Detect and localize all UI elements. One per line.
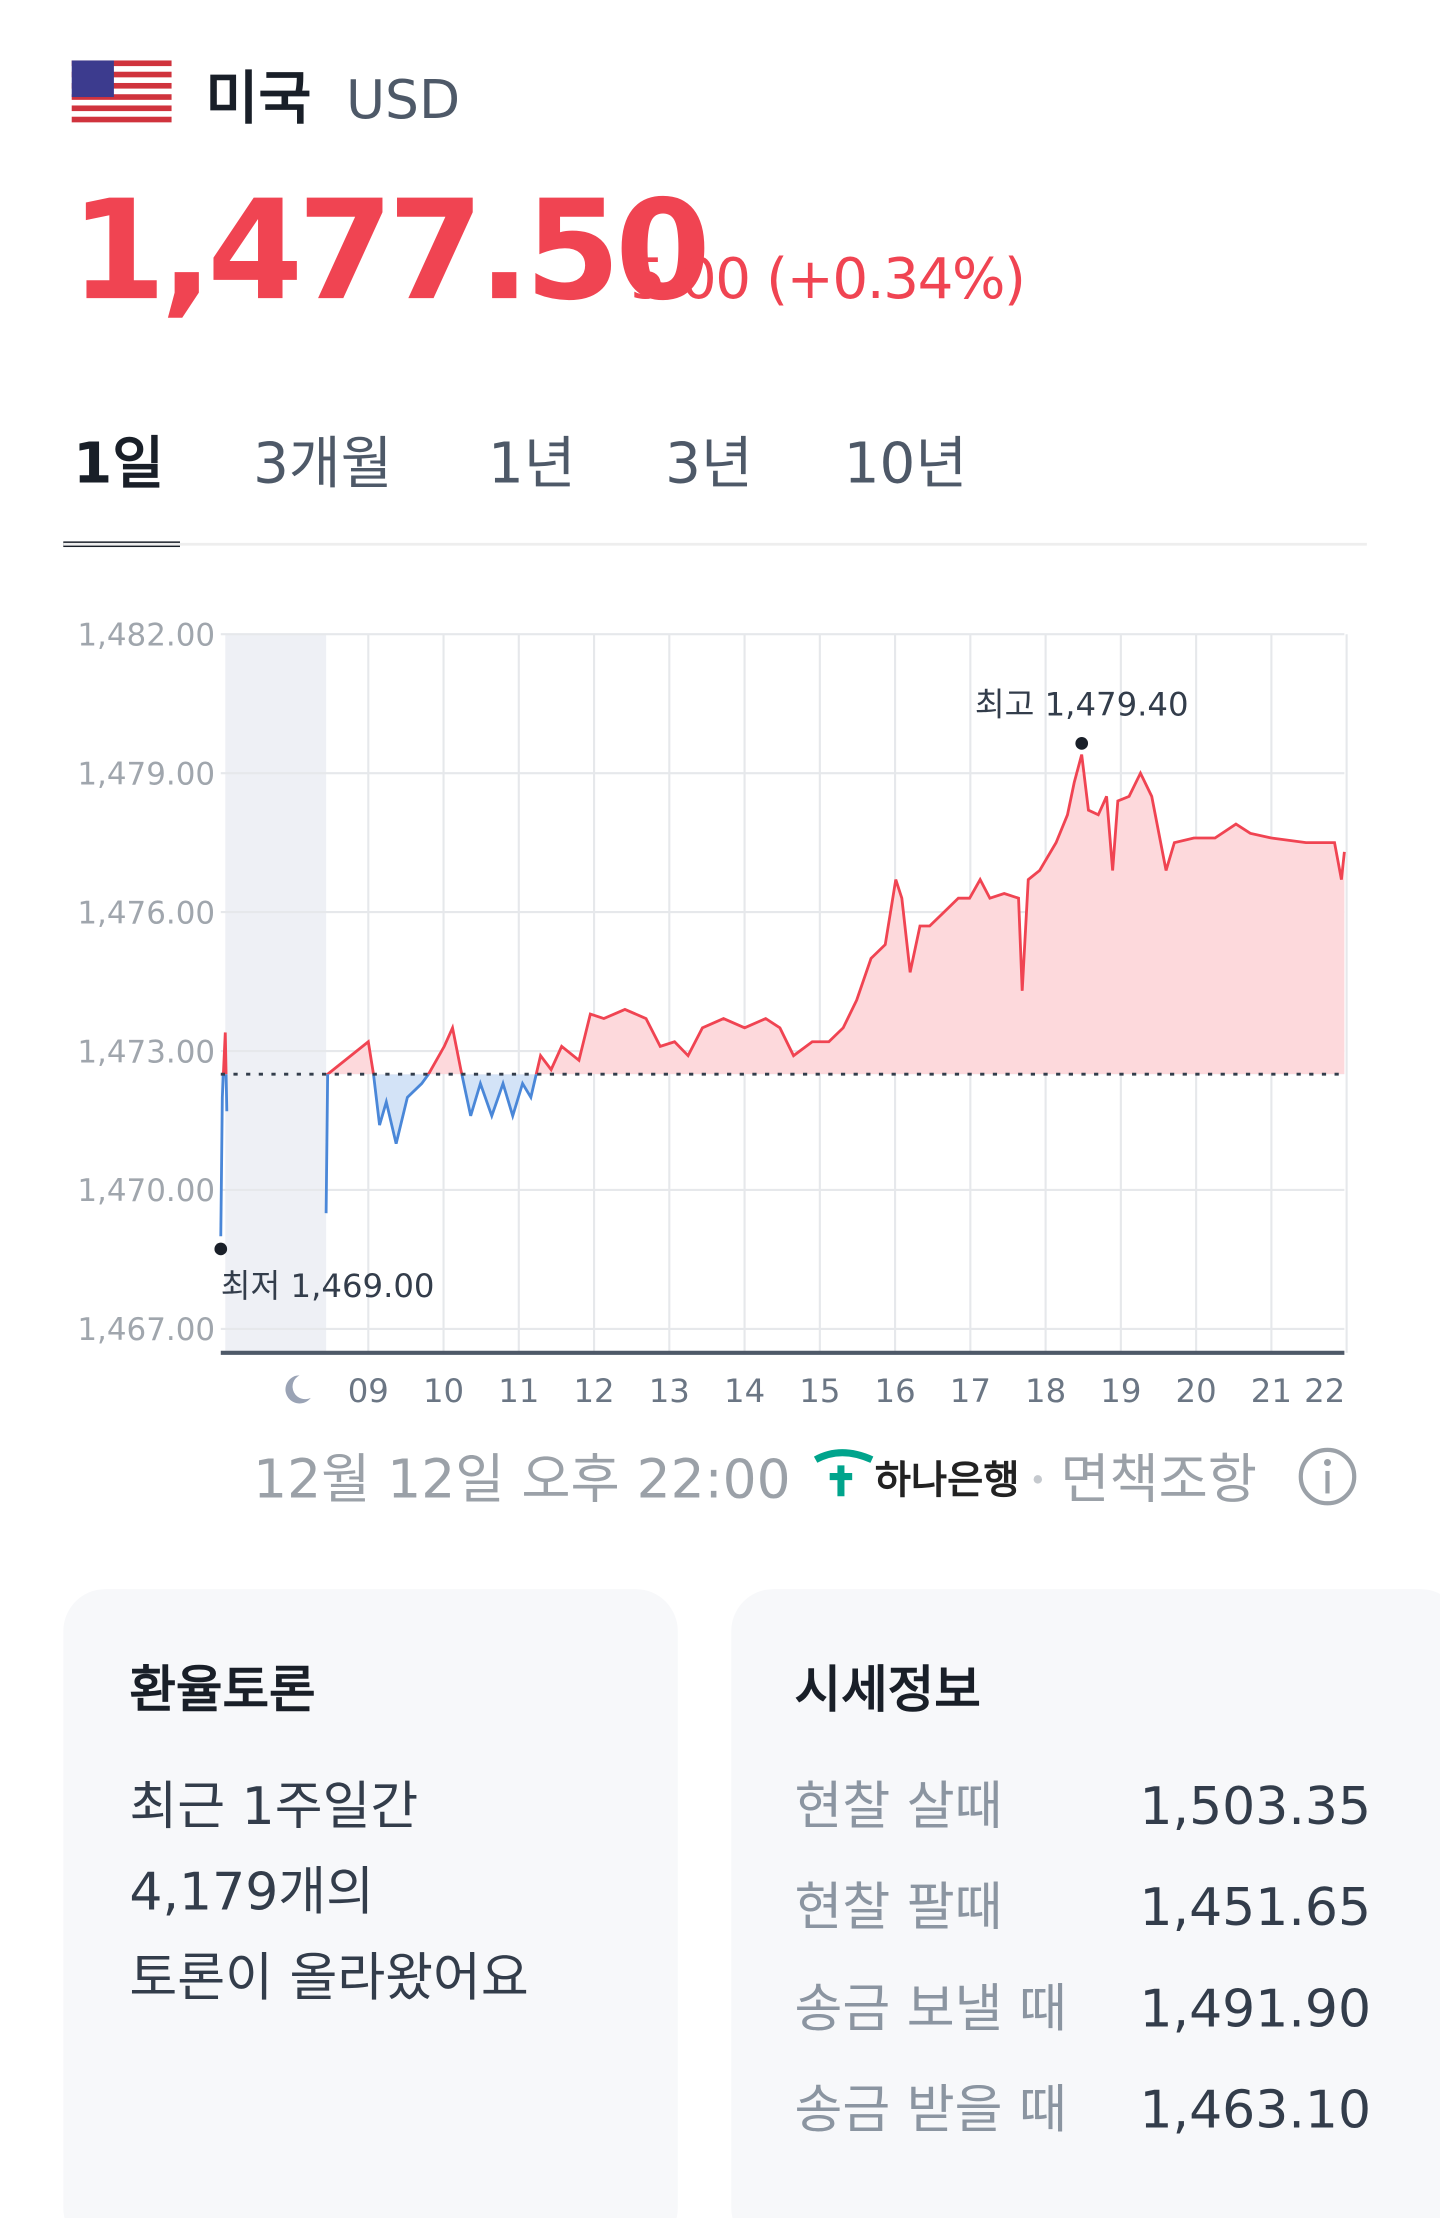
- rate-label: 현찰 살때: [795, 1777, 1003, 1837]
- x-tick-label: 18: [1025, 1372, 1066, 1410]
- y-tick-label: 1,467.00: [77, 1312, 215, 1348]
- x-tick-label: 19: [1100, 1372, 1141, 1410]
- tab[interactable]: 3개월: [253, 431, 392, 496]
- card-title: 시세정보: [795, 1660, 981, 1719]
- rates-table: 현찰 살때 1,503.35 현찰 팔때 1,451.65 송금 보낼 때 1,491.9…: [795, 1777, 1372, 2141]
- timestamp: 12월 12일 오후 22:00: [253, 1448, 790, 1511]
- x-tick-label: 11: [498, 1372, 539, 1410]
- rate-value: 1,451.65: [1139, 1878, 1371, 1938]
- y-tick-label: 1,473.00: [77, 1034, 215, 1070]
- extreme-label: 최저 1,469.00: [221, 1267, 435, 1305]
- rate-label: 현찰 팔때: [795, 1878, 1003, 1938]
- country: 미국: [205, 64, 311, 132]
- tab[interactable]: 10년: [844, 431, 967, 496]
- night-band: [225, 634, 327, 1353]
- x-tick-label: 21: [1251, 1372, 1292, 1410]
- us-flag: [71, 60, 172, 128]
- rate-value: 1,503.35: [1139, 1777, 1371, 1837]
- night-icon: [285, 1375, 311, 1404]
- tab[interactable]: 1일: [73, 431, 164, 496]
- tab[interactable]: 3년: [665, 431, 753, 496]
- period-tabs: 1일 3개월 1년 3년 10년: [63, 431, 967, 548]
- y-tick-label: 1,470.00: [77, 1173, 215, 1209]
- x-tick-label: 13: [649, 1372, 690, 1410]
- rate-value: 1,463.10: [1139, 2081, 1371, 2141]
- x-tick-label: 20: [1176, 1372, 1217, 1410]
- y-tick-label: 1,482.00: [77, 617, 215, 653]
- x-tick-label: 16: [875, 1372, 916, 1410]
- x-tick-label: 22: [1304, 1372, 1345, 1410]
- x-tick-label: 12: [573, 1372, 614, 1410]
- rate-label: 송금 받을 때: [795, 2081, 1067, 2141]
- bank-logo: [813, 1449, 874, 1497]
- line-below: [219, 1074, 538, 1237]
- up-arrow: [587, 258, 605, 276]
- rate-value: 1,491.90: [1139, 1979, 1371, 2039]
- bank-name: 하나은행: [875, 1457, 1020, 1503]
- info-icon[interactable]: [1298, 1447, 1357, 1506]
- x-tick-label: 15: [799, 1372, 840, 1410]
- x-tick-label: 09: [348, 1372, 389, 1410]
- discussion-line: 최근 1주일간: [129, 1777, 418, 1837]
- extreme-label: 최고 1,479.40: [975, 685, 1189, 723]
- currency: USD: [346, 68, 460, 131]
- y-tick-label: 1,479.00: [77, 756, 215, 792]
- tab[interactable]: 1년: [488, 431, 576, 496]
- card-title: 환율토론: [129, 1660, 315, 1719]
- y-tick-label: 1,476.00: [77, 895, 215, 931]
- extreme-dot: [214, 1242, 228, 1256]
- discussion-line: 토론이 올라왔어요: [129, 1948, 528, 2008]
- chart: 1,482.00 1,479.00 1,476.00 1,473.00 1,470.00…: [77, 617, 1348, 1410]
- price: 1,477.50: [70, 170, 705, 331]
- x-tick-label: 10: [423, 1372, 464, 1410]
- area-above: [223, 754, 1345, 1075]
- separator-dot: [1033, 1475, 1043, 1484]
- line-above: [221, 754, 1346, 1075]
- disclaimer[interactable]: 면책조항: [1060, 1448, 1257, 1511]
- discussion-line: 4,179개의: [129, 1863, 374, 1923]
- x-tick-label: 14: [724, 1372, 765, 1410]
- rates-card: [731, 1589, 1440, 2218]
- extreme-dot: [1075, 737, 1089, 750]
- rate-label: 송금 보낼 때: [795, 1979, 1067, 2039]
- discussion-card[interactable]: [63, 1589, 678, 2218]
- x-tick-label: 17: [950, 1372, 991, 1410]
- price-change: 5.00 (+0.34%): [630, 247, 1025, 312]
